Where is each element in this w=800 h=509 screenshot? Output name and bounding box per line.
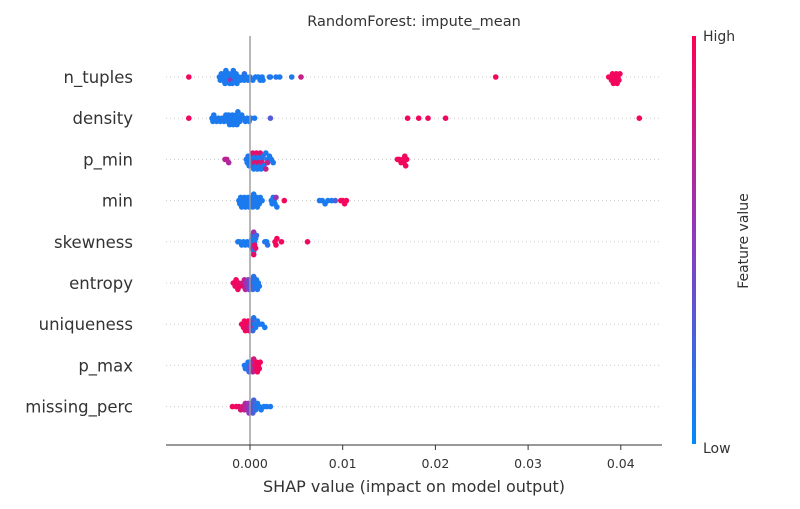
x-tick-label-0: 0.000 — [232, 456, 268, 471]
point-skewness-22 — [264, 242, 271, 248]
feature-label-uniqueness: uniqueness — [39, 315, 133, 334]
point-skewness-25 — [274, 235, 280, 242]
point-skewness-24 — [273, 242, 279, 248]
point-density-0 — [186, 115, 192, 121]
point-p_max-16 — [256, 365, 263, 372]
point-n_tuples-42 — [492, 74, 499, 80]
point-n_tuples-41 — [298, 74, 304, 80]
point-uniqueness-19 — [262, 324, 268, 331]
colorbar — [692, 36, 696, 444]
point-skewness-27 — [304, 239, 311, 245]
point-density-32 — [251, 115, 258, 121]
point-n_tuples-35 — [260, 77, 266, 83]
point-min-30 — [273, 194, 279, 201]
point-n_tuples-40 — [288, 74, 295, 80]
feature-label-p_max: p_max — [78, 356, 133, 376]
feature-label-skewness: skewness — [54, 233, 133, 252]
x-axis-ticks: 0.000 0.01 0.02 0.03 0.04 — [232, 445, 635, 471]
x-tick-label-4: 0.04 — [607, 456, 635, 471]
point-p_min-2 — [225, 159, 232, 166]
point-min-31 — [274, 204, 280, 210]
point-n_tuples-0 — [186, 74, 192, 80]
point-missing_perc-15 — [250, 397, 257, 404]
colorbar-title: Feature value — [736, 193, 752, 289]
feature-label-p_min: p_min — [83, 150, 133, 170]
feature-label-entropy: entropy — [69, 274, 133, 293]
point-density-25 — [237, 118, 243, 125]
point-n_tuples-53 — [616, 77, 622, 83]
point-density-37 — [442, 115, 449, 121]
colorbar-low-label: Low — [703, 441, 731, 457]
point-p_min-29 — [263, 150, 269, 156]
point-n_tuples-54 — [617, 71, 623, 77]
point-p_max-17 — [257, 359, 264, 366]
point-density-34 — [404, 115, 411, 121]
point-density-33 — [267, 115, 274, 121]
feature-label-missing_perc: missing_perc — [25, 398, 133, 418]
feature-label-n_tuples: n_tuples — [64, 68, 133, 88]
point-p_min-43 — [403, 156, 410, 163]
point-uniqueness-15 — [252, 324, 259, 331]
x-tick-label-1: 0.01 — [329, 456, 357, 471]
point-p_min-35 — [270, 159, 277, 166]
feature-label-min: min — [102, 192, 133, 211]
point-min-32 — [281, 197, 288, 204]
x-tick-label-3: 0.03 — [514, 456, 542, 471]
point-n_tuples-39 — [276, 74, 283, 80]
point-n_tuples-37 — [267, 74, 274, 80]
point-p_min-30 — [263, 166, 269, 172]
point-min-24 — [259, 197, 265, 204]
point-density-38 — [636, 115, 643, 121]
point-missing_perc-23 — [267, 403, 274, 410]
point-p_min-32 — [264, 159, 271, 166]
point-skewness-19 — [253, 232, 260, 239]
point-skewness-14 — [250, 251, 257, 258]
point-missing_perc-17 — [252, 407, 259, 413]
point-skewness-18 — [252, 245, 259, 251]
point-uniqueness-13 — [250, 315, 257, 321]
x-axis-label: SHAP value (impact on model output) — [263, 477, 565, 496]
point-density-36 — [425, 115, 431, 121]
colorbar-high-label: High — [703, 29, 735, 45]
point-density-35 — [415, 115, 422, 121]
point-p_min-42 — [402, 163, 409, 169]
x-tick-label-2: 0.02 — [421, 456, 449, 471]
feature-label-density: density — [73, 109, 134, 128]
point-min-42 — [343, 197, 350, 204]
point-skewness-26 — [278, 239, 285, 245]
point-min-38 — [332, 197, 339, 204]
point-entropy-25 — [256, 283, 263, 290]
point-n_tuples-21 — [234, 80, 240, 87]
point-density-23 — [235, 109, 241, 115]
chart-title: RandomForest: impute_mean — [307, 14, 521, 30]
